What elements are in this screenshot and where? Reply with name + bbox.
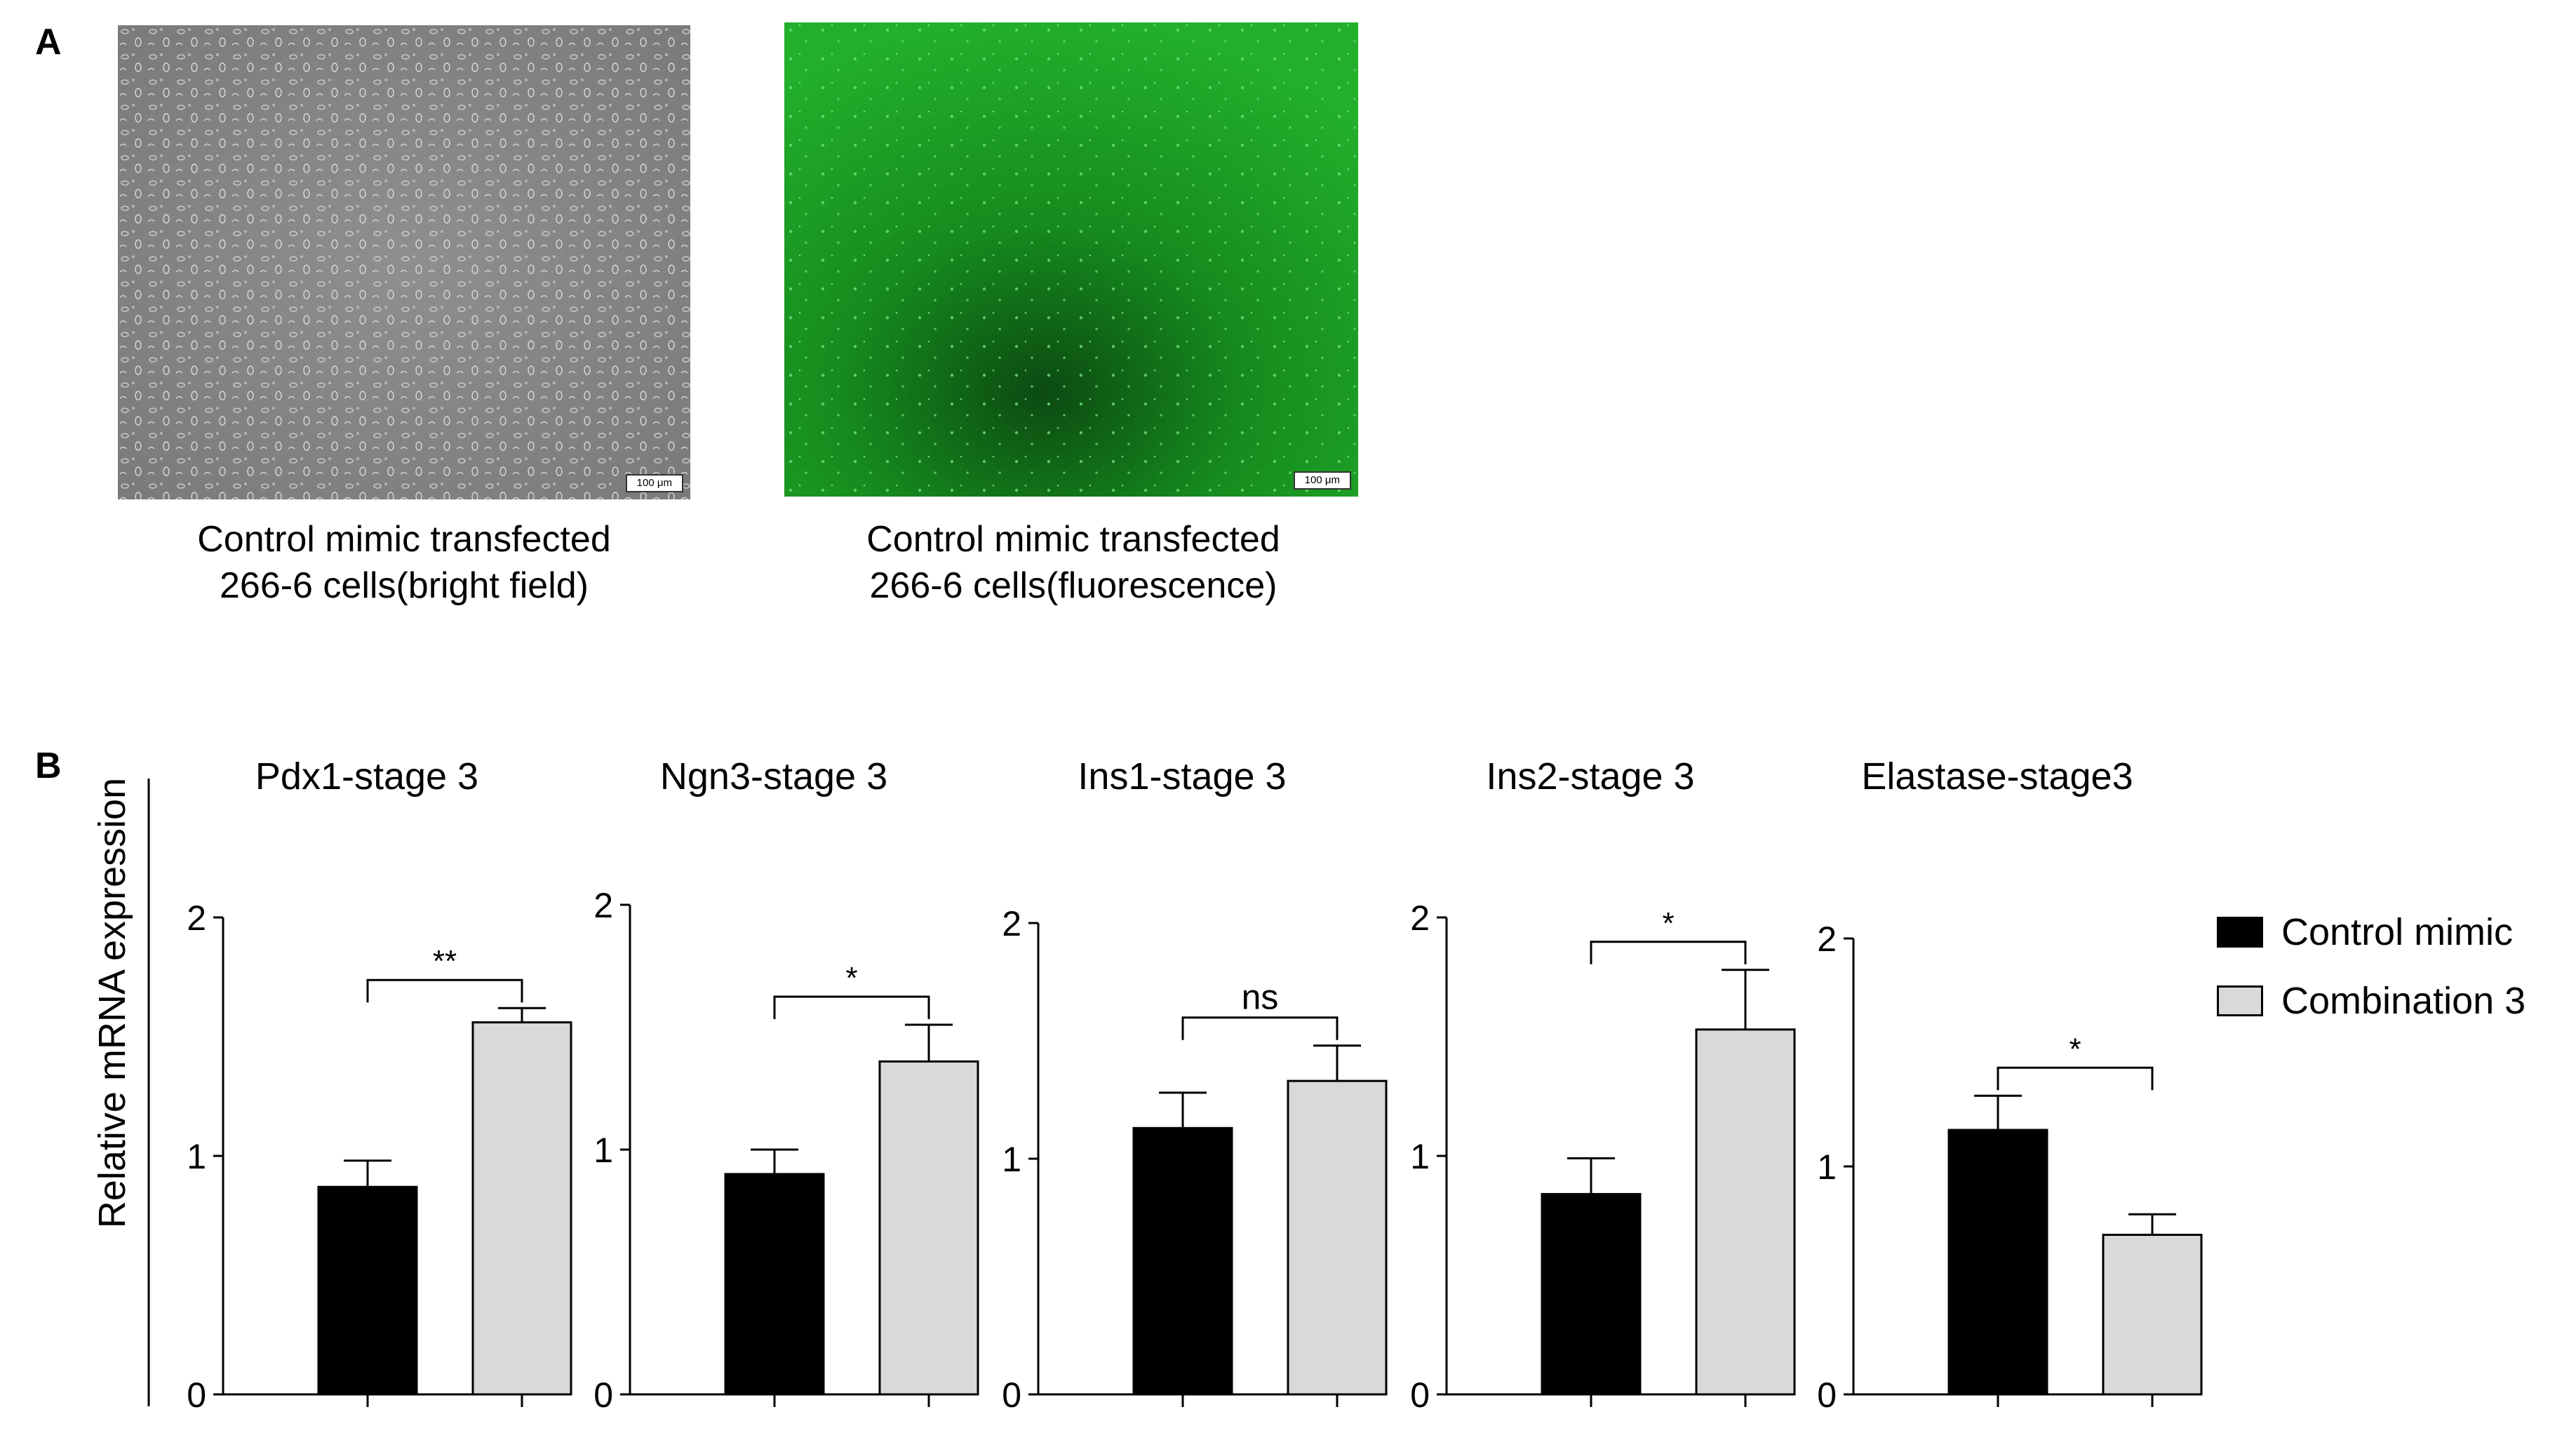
significance-label: * (2069, 1032, 2081, 1066)
legend-label: Combination 3 (2281, 980, 2526, 1022)
chart-title: Ins1-stage 3 (1078, 755, 1286, 797)
bar (317, 1185, 418, 1396)
legend-item: Control mimic (2217, 898, 2525, 967)
chart-title: Ngn3-stage 3 (660, 755, 887, 797)
scale-bar: 100 μm (1293, 471, 1351, 490)
panel-b-letter: B (35, 746, 62, 786)
caption-line: 266-6 cells(fluorescence) (869, 565, 1277, 606)
significance-bracket (773, 995, 930, 1020)
bar (724, 1173, 825, 1396)
fluorescence-micrograph: 100 μm (784, 22, 1358, 497)
caption-line: Control mimic transfected (866, 519, 1280, 560)
y-tick-label: 1 (187, 1137, 206, 1176)
fluorescence-caption: Control mimic transfected 266-6 cells(fl… (758, 516, 1389, 609)
y-tick-label: 1 (593, 1131, 613, 1170)
chart-title: Ins2-stage 3 (1486, 755, 1694, 797)
bar (471, 1021, 572, 1396)
y-tick-label: 0 (1817, 1375, 1837, 1415)
fluorescence-image (784, 22, 1358, 497)
bar (1541, 1192, 1642, 1396)
scale-bar: 100 μm (625, 474, 683, 492)
significance-bracket (1590, 941, 1747, 964)
caption-line: 266-6 cells(bright field) (219, 565, 589, 606)
y-axis-label: Relative mRNA expression (91, 778, 133, 1228)
y-tick-label: 0 (1002, 1375, 1021, 1415)
legend: Control mimic Combination 3 (2217, 898, 2525, 1035)
legend-swatch-control (2217, 917, 2263, 948)
bar (1287, 1079, 1388, 1396)
y-tick-label: 1 (1817, 1147, 1837, 1187)
y-tick-label: 1 (1002, 1140, 1021, 1179)
y-tick-label: 2 (593, 886, 613, 925)
significance-label: ** (433, 944, 457, 978)
bright-field-caption: Control mimic transfected 266-6 cells(br… (88, 516, 720, 609)
bar (2102, 1234, 2203, 1396)
significance-bracket (1997, 1066, 2154, 1091)
y-tick-label: 2 (1817, 920, 1837, 959)
bar (878, 1060, 979, 1396)
bright-field-micrograph: 100 μm (118, 25, 690, 499)
y-tick-label: 1 (1410, 1137, 1430, 1176)
legend-label: Control mimic (2281, 911, 2514, 953)
y-tick-label: 2 (1002, 904, 1021, 943)
significance-label: ns (1242, 978, 1279, 1017)
panel-a-letter: A (35, 22, 62, 62)
bar (1947, 1129, 2048, 1396)
y-tick-label: 0 (187, 1375, 206, 1415)
bar (1132, 1126, 1233, 1396)
chart-title: Pdx1-stage 3 (255, 755, 478, 797)
caption-line: Control mimic transfected (197, 519, 611, 560)
significance-bracket (366, 978, 523, 1003)
y-tick-label: 0 (593, 1375, 613, 1415)
significance-bracket (1181, 1016, 1339, 1040)
legend-swatch-combination (2217, 985, 2263, 1016)
significance-label: * (1662, 906, 1674, 941)
legend-item: Combination 3 (2217, 967, 2525, 1035)
chart-title: Elastase-stage3 (1861, 755, 2133, 797)
y-tick-label: 0 (1410, 1375, 1430, 1415)
y-tick-label: 2 (1410, 898, 1430, 938)
bright-field-image (118, 25, 690, 499)
y-tick-label: 2 (187, 898, 206, 938)
significance-label: * (845, 961, 857, 995)
bar (1695, 1028, 1796, 1396)
